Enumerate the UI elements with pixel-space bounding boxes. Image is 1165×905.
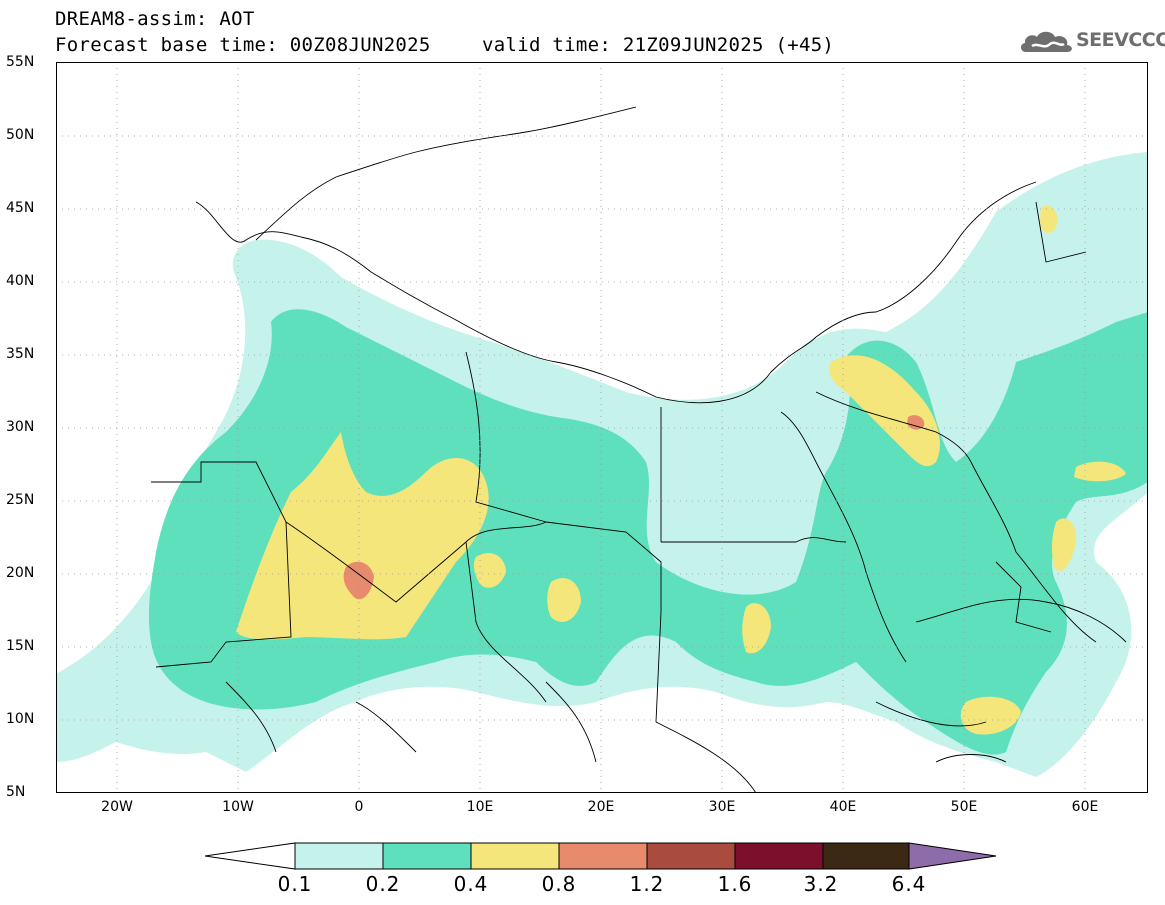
aot-level-0.8	[343, 561, 374, 600]
map-title: DREAM8-assim: AOT	[55, 8, 255, 30]
lon-label-40e: 40E	[829, 799, 857, 815]
colorbar-label-3.2: 3.2	[803, 872, 839, 896]
colorbar-label-1.6: 1.6	[717, 872, 753, 896]
colorbar-bin-1.6	[734, 842, 824, 870]
colorbar-bin-3.2	[822, 842, 910, 870]
aot-level-0.4	[1040, 205, 1058, 234]
lon-label-60e: 60E	[1071, 799, 1099, 815]
lon-label-50e: 50E	[950, 799, 978, 815]
lat-label-55n: 55N	[6, 54, 35, 70]
lon-label-0: 0	[354, 799, 364, 815]
colorbar-bin-1.2	[646, 842, 736, 870]
aot-level-0.4	[742, 603, 771, 654]
colorbar-label-0.8: 0.8	[541, 872, 577, 896]
colorbar-label-6.4: 6.4	[891, 872, 927, 896]
lat-label-25n: 25N	[6, 492, 35, 508]
lat-label-30n: 30N	[6, 419, 35, 435]
aot-level-0.4	[1074, 461, 1126, 482]
aot-level-0.4	[236, 432, 489, 640]
aot-level-0.4	[829, 355, 940, 467]
lat-label-35n: 35N	[6, 346, 35, 362]
colorbar-bin-0.8	[558, 842, 648, 870]
aot-level-0.4	[547, 578, 581, 622]
lat-label-50n: 50N	[6, 127, 35, 143]
aot-level-0.8	[907, 415, 925, 430]
colorbar-lower-extend	[205, 842, 296, 870]
colorbar-bin-0.4	[470, 842, 560, 870]
seevccc-logo: SEEVCCC	[1018, 26, 1165, 56]
colorbar-label-0.1: 0.1	[277, 872, 313, 896]
lon-label-20w: 20W	[101, 799, 133, 815]
lon-label-10w: 10W	[222, 799, 254, 815]
aot-level-0.4	[473, 552, 506, 588]
aot-level-0.4	[960, 696, 1021, 735]
lat-lon-grid	[56, 62, 1148, 793]
colorbar-label-0.2: 0.2	[365, 872, 401, 896]
lat-label-40n: 40N	[6, 273, 35, 289]
colorbar	[205, 842, 997, 870]
lat-label-20n: 20N	[6, 565, 35, 581]
lat-label-10n: 10N	[6, 711, 35, 727]
lon-label-10e: 10E	[466, 799, 494, 815]
forecast-times: Forecast base time: 00Z08JUN2025 valid ti…	[55, 34, 834, 56]
lat-label-45n: 45N	[6, 200, 35, 216]
colorbar-bin-0.2	[382, 842, 472, 870]
base-time: Forecast base time: 00Z08JUN2025	[55, 34, 431, 56]
lat-label-15n: 15N	[6, 638, 35, 654]
colorbar-label-1.2: 1.2	[629, 872, 665, 896]
lon-label-30e: 30E	[708, 799, 736, 815]
aot-field	[56, 152, 1148, 777]
colorbar-label-0.4: 0.4	[453, 872, 489, 896]
logo-text: SEEVCCC	[1076, 29, 1165, 51]
country-borders	[151, 106, 1127, 793]
lat-label-5n: 5N	[6, 784, 26, 800]
cloud-icon	[1020, 31, 1072, 52]
colorbar-bin-0.1	[294, 842, 384, 870]
colorbar-upper-extend	[908, 842, 997, 870]
valid-time: valid time: 21Z09JUN2025 (+45)	[482, 34, 835, 56]
lon-label-20e: 20E	[587, 799, 615, 815]
aot-level-0.4	[1051, 518, 1077, 571]
aot-map	[56, 62, 1148, 793]
